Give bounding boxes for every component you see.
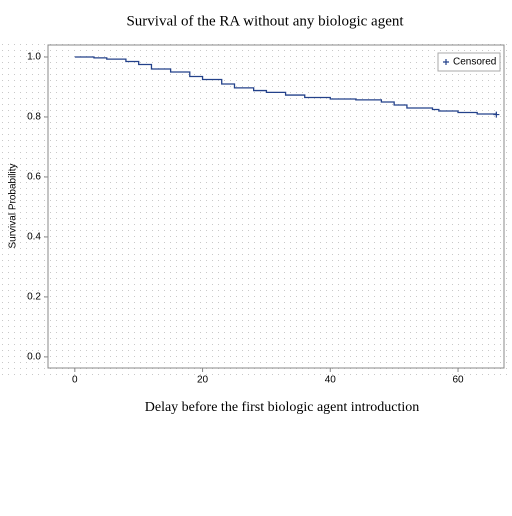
chart-title: Survival of the RA without any biologic … [126, 13, 404, 29]
legend-label: Censored [453, 57, 496, 68]
plot-frame [47, 44, 505, 369]
x-tick-label: 40 [325, 375, 337, 386]
x-tick-label: 0 [72, 375, 78, 386]
y-tick-label: 1.0 [27, 52, 41, 63]
y-tick-label: 0.8 [27, 112, 41, 123]
x-axis-label: Delay before the first biologic agent in… [145, 400, 419, 415]
x-tick-label: 20 [197, 375, 209, 386]
survival-line [74, 56, 497, 115]
censored-marker [493, 111, 500, 118]
legend-symbol [443, 59, 449, 65]
y-axis-label: Survival Probability [8, 163, 19, 248]
x-tick-label: 60 [452, 375, 464, 386]
y-tick-label: 0.0 [27, 352, 41, 363]
legend-box [437, 52, 501, 72]
background [0, 44, 512, 380]
y-tick-label: 0.6 [27, 172, 41, 183]
y-tick-label: 0.4 [27, 232, 41, 243]
y-tick-label: 0.2 [27, 292, 41, 303]
